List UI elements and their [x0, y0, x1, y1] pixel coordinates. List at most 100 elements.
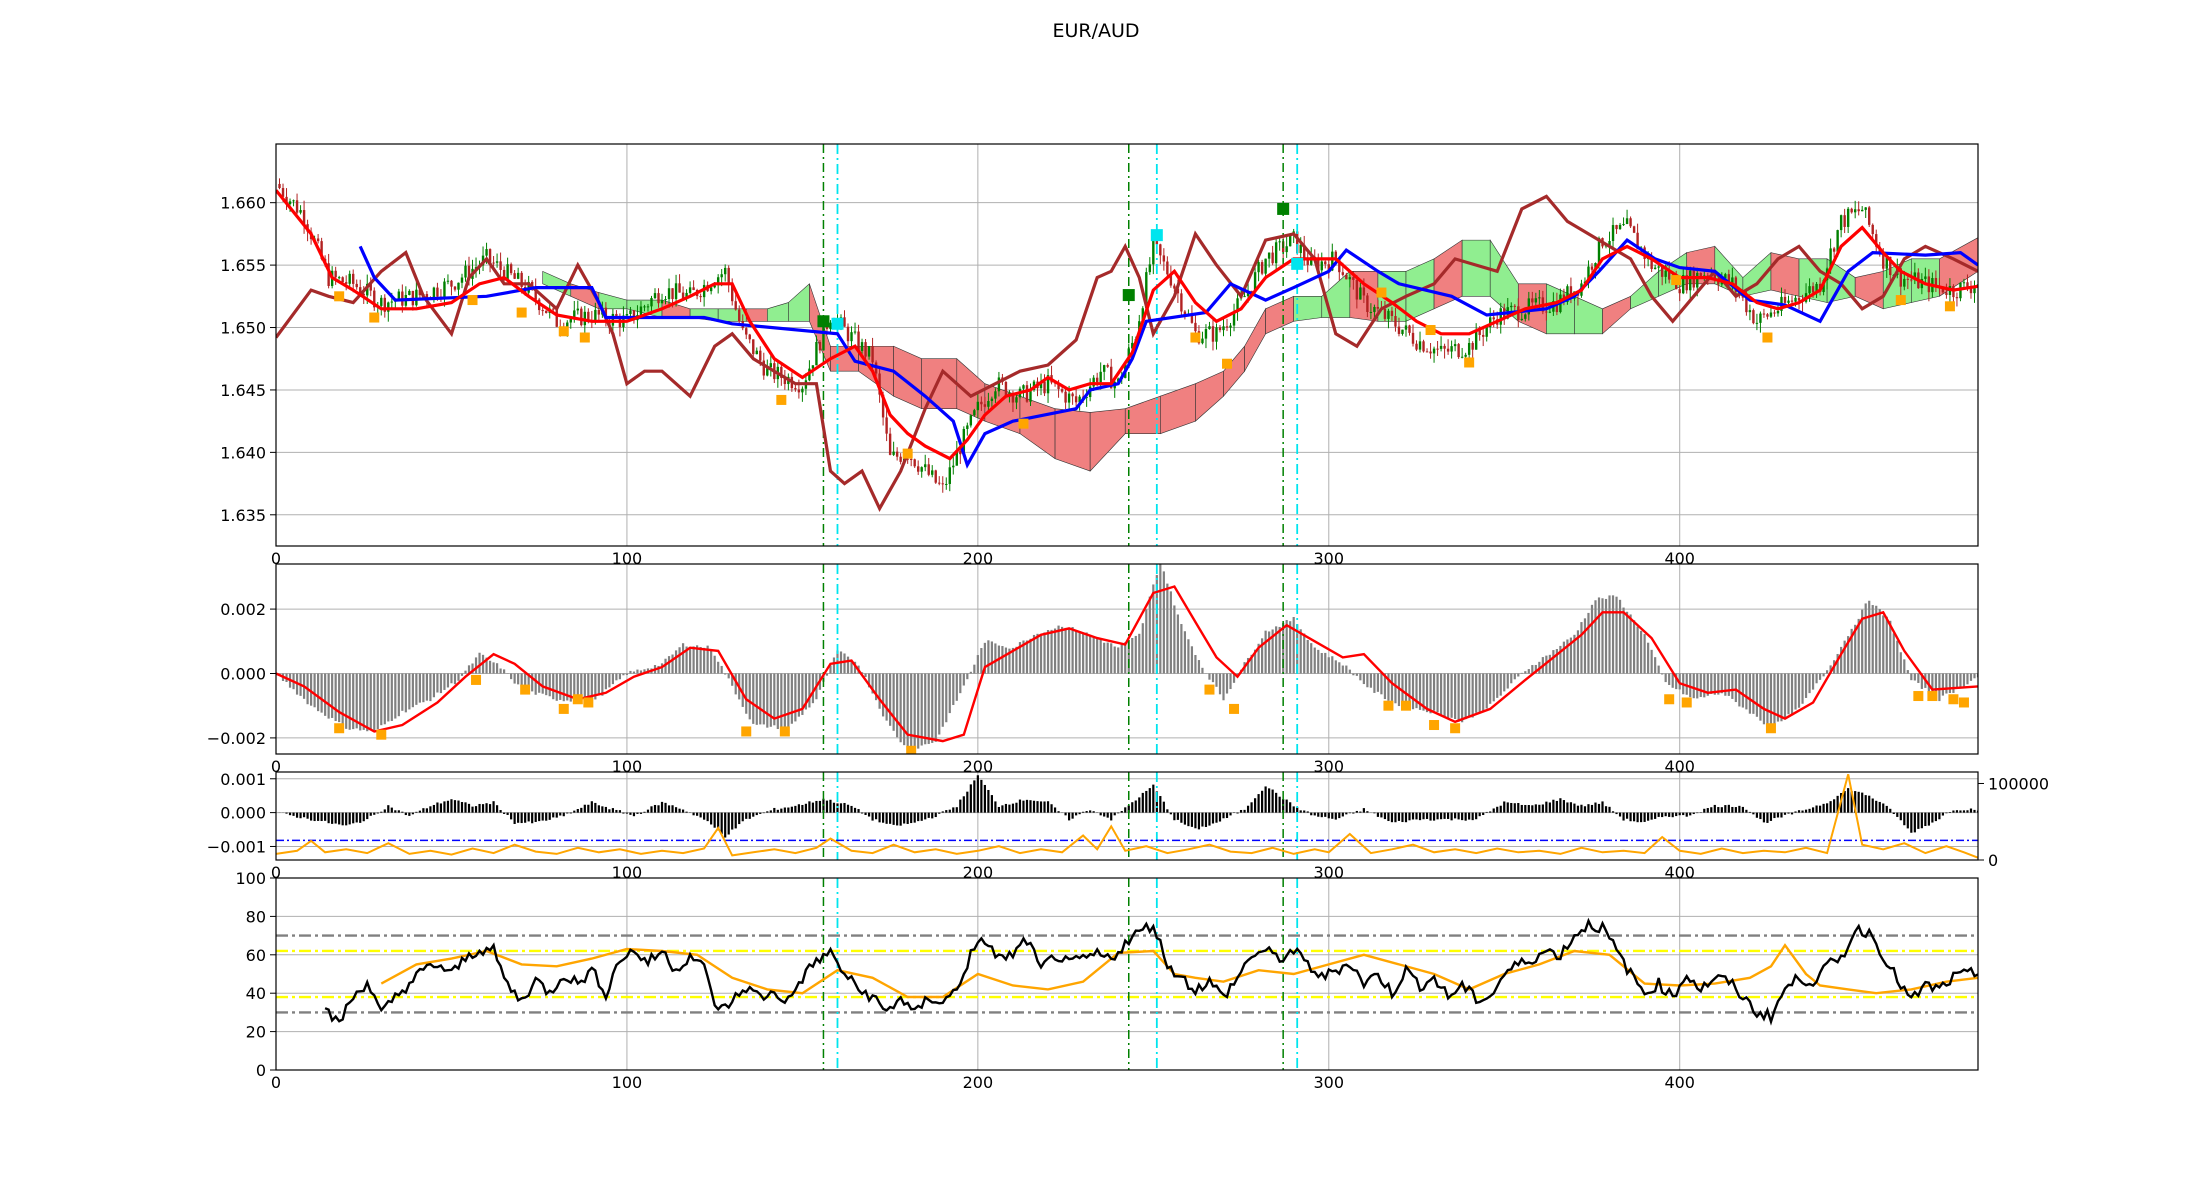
candle-body [492, 262, 495, 264]
momentum-bar [1843, 790, 1846, 813]
momentum-bar [1527, 805, 1530, 813]
macd-histogram-bar [1675, 673, 1678, 690]
momentum-bar [804, 803, 808, 813]
momentum-bar [1492, 808, 1495, 813]
candle-body [485, 249, 488, 256]
orange-marker [558, 326, 569, 337]
momentum-bar [892, 812, 895, 825]
momentum-bar [1162, 801, 1165, 813]
momentum-bar [295, 812, 299, 818]
candle-body [1180, 293, 1183, 312]
macd-histogram-bar [1731, 673, 1734, 699]
macd-histogram-bar [471, 663, 474, 674]
candle-body [1478, 329, 1481, 335]
momentum-bar [618, 810, 622, 813]
rsi-ytick-label: 20 [246, 1023, 266, 1042]
candle-body [853, 331, 857, 333]
macd-histogram-bar [945, 673, 948, 723]
candle-body [1162, 255, 1166, 262]
macd-histogram-bar [1352, 673, 1355, 676]
momentum-bar [1050, 804, 1053, 813]
momentum-bar [1011, 803, 1015, 813]
candle-body [1832, 248, 1836, 252]
momentum-bar [864, 812, 867, 815]
macd-histogram-bar [510, 673, 513, 680]
macd-orange-marker [1664, 694, 1675, 705]
macd-histogram-bar [338, 673, 341, 723]
macd-histogram-bar [1001, 646, 1004, 674]
macd-histogram-bar [1945, 673, 1948, 694]
momentum-bar [1790, 812, 1794, 815]
macd-histogram-bar [1275, 626, 1278, 674]
candle-body [530, 281, 534, 288]
candle-body [1152, 236, 1155, 265]
momentum-bar [1826, 803, 1829, 813]
momentum-bar [952, 807, 955, 813]
macd-histogram-bar [313, 673, 316, 708]
volume-line [276, 774, 1978, 859]
kumo-cloud-segment [598, 292, 628, 310]
candle-body [1632, 226, 1636, 233]
momentum-bar [334, 812, 337, 824]
momentum-bar [713, 812, 716, 828]
candle-body [1204, 329, 1208, 339]
momentum-bar [1253, 798, 1257, 813]
macd-histogram-bar [1425, 673, 1429, 713]
macd-histogram-bar [671, 654, 674, 674]
momentum-bar [766, 811, 769, 813]
momentum-bar [1036, 801, 1039, 813]
momentum-bar [878, 812, 881, 823]
macd-histogram-bar [1218, 673, 1222, 695]
macd-histogram-bar [1580, 622, 1583, 674]
momentum-ytick-label: 0.000 [220, 804, 266, 823]
momentum-bar [457, 800, 460, 813]
momentum-bar [1552, 799, 1555, 813]
momentum-bar [1127, 805, 1130, 813]
momentum-bar [552, 812, 555, 818]
momentum-bar [1110, 812, 1113, 821]
macd-histogram-bar [597, 673, 600, 695]
momentum-bar [1706, 808, 1709, 813]
candle-body [759, 350, 762, 361]
macd-histogram-bar [555, 673, 558, 701]
momentum-bar [882, 812, 885, 823]
macd-histogram-bar [1376, 673, 1380, 692]
momentum-bar [1896, 812, 1899, 817]
macd-histogram-bar [1362, 673, 1365, 685]
macd-histogram-bar [1211, 673, 1215, 683]
orange-marker [1222, 358, 1233, 369]
momentum-bar [1303, 810, 1306, 813]
candle-body [899, 456, 902, 462]
macd-histogram-bar [1906, 670, 1909, 674]
macd-histogram-bar [1120, 644, 1123, 674]
momentum-bar [1443, 812, 1446, 819]
macd-histogram-bar [1920, 673, 1923, 689]
macd-histogram-bar [983, 642, 986, 674]
candle-body [878, 373, 881, 395]
momentum-bar [1938, 812, 1941, 820]
macd-orange-marker [1383, 700, 1394, 711]
tenkan-sen-line [276, 189, 1978, 461]
momentum-bar [867, 812, 871, 817]
macd-histogram-bar [769, 673, 772, 727]
macd-histogram-bar [383, 673, 386, 725]
macd-histogram-bar [1053, 628, 1057, 674]
momentum-bar [1797, 810, 1801, 813]
macd-histogram-bar [320, 673, 323, 713]
candle-body [1296, 231, 1299, 254]
candle-body [1117, 378, 1120, 382]
macd-histogram-bar [478, 652, 481, 674]
candle-body [871, 346, 874, 363]
momentum-bar [1622, 812, 1625, 821]
orange-marker [1671, 275, 1682, 286]
macd-histogram-bar [1268, 631, 1271, 674]
momentum-bar [1755, 812, 1759, 818]
candle-body [745, 328, 748, 335]
macd-histogram-bar [1197, 660, 1201, 674]
macd-histogram-bar [1310, 643, 1313, 674]
candle-body [797, 389, 801, 393]
macd-histogram-bar [759, 673, 762, 725]
macd-histogram-bar [1092, 636, 1095, 674]
candle-body [1176, 288, 1180, 294]
candle-body [762, 360, 765, 376]
